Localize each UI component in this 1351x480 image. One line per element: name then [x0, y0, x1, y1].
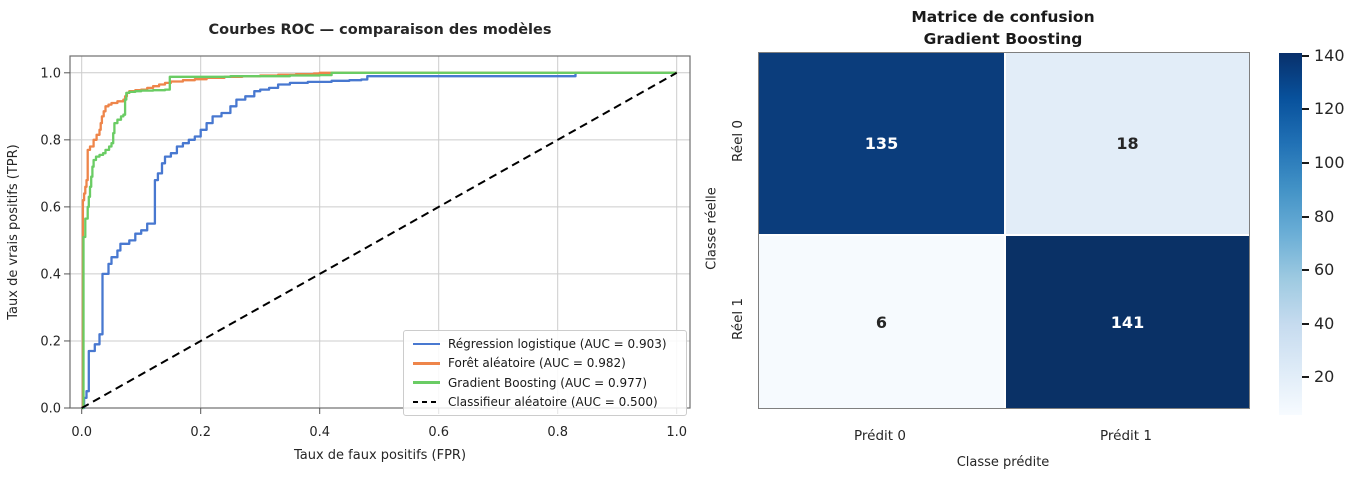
colorbar-tick-label: 20: [1314, 367, 1335, 387]
y-tick-label: 0.4: [40, 267, 61, 282]
legend-line-swatch-dashed-black: [413, 400, 440, 404]
roc-title: Courbes ROC — comparaison des modèles: [208, 22, 551, 38]
colorbar-tick-label: 120: [1314, 99, 1345, 119]
matrix-cell-true0-pred1: 18: [1004, 53, 1249, 234]
legend-line-swatch-orange: [413, 362, 440, 365]
y-tick-label: 0.2: [40, 334, 61, 349]
colorbar-tick-label: 100: [1314, 152, 1345, 172]
colorbar-tick-label: 60: [1314, 260, 1335, 280]
roc-curves: [81, 71, 678, 410]
confusion-matrix: 135 18 6 141: [758, 52, 1250, 409]
legend-item-gradient-boosting: Gradient Boosting (AUC = 0.977): [413, 376, 677, 390]
matrix-cell-true0-pred0: 135: [759, 53, 1004, 234]
legend-item-logistic-regression: Régression logistique (AUC = 0.903): [413, 337, 677, 351]
x-tick-label: 0.4: [309, 425, 330, 440]
confusion-matrix-title-line1: Matrice de confusion: [911, 8, 1095, 26]
col-label-predit-1: Prédit 1: [1100, 428, 1152, 444]
x-tick-label: 0.6: [428, 425, 449, 440]
colorbar-tick-mark: [1302, 322, 1309, 325]
legend-line-swatch-green: [413, 381, 440, 384]
colorbar-tick-mark: [1302, 161, 1309, 164]
matrix-cell-true1-pred0: 6: [759, 234, 1004, 408]
roc-curve: [81, 71, 678, 409]
x-tick-label: 0.8: [547, 425, 568, 440]
legend-item-random-classifier: Classifieur aléatoire (AUC = 0.500): [413, 395, 677, 409]
roc-yaxis-label: Taux de vrais positifs (TPR): [6, 144, 21, 320]
y-tick-label: 1.0: [40, 66, 61, 81]
col-label-predit-0: Prédit 0: [854, 428, 906, 444]
confusion-xaxis-label: Classe prédite: [956, 455, 1050, 470]
x-tick-label: 0.2: [190, 425, 211, 440]
colorbar-tick-mark: [1302, 215, 1309, 218]
colorbar-gradient: [1279, 53, 1302, 415]
x-tick-label: 1.0: [666, 425, 687, 440]
roc-legend: Régression logistique (AUC = 0.903) Forê…: [403, 330, 687, 416]
legend-label: Classifieur aléatoire (AUC = 0.500): [448, 394, 658, 409]
colorbar-tick-label: 140: [1314, 45, 1345, 65]
legend-line-swatch-blue: [413, 342, 440, 346]
row-label-reel-0: Réel 0: [730, 119, 746, 163]
y-tick-label: 0.0: [40, 402, 61, 417]
roc-curve: [81, 71, 677, 410]
colorbar-tick-mark: [1302, 54, 1309, 57]
roc-chart: 0.0 0.2 0.4 0.6 0.8 1.0 0.0 0.2 0.4 0.6 0.8 1.0 Cou…: [6, 22, 691, 463]
colorbar-tick-mark: [1302, 269, 1309, 272]
colorbar-tick-mark: [1302, 108, 1309, 111]
legend-label: Gradient Boosting (AUC = 0.977): [448, 375, 648, 390]
confusion-matrix-title-line2: Gradient Boosting: [923, 30, 1083, 49]
legend-label: Régression logistique (AUC = 0.903): [448, 337, 667, 351]
matrix-cell-true1-pred1: 141: [1004, 234, 1249, 408]
roc-xaxis-label: Taux de faux positifs (FPR): [293, 448, 466, 463]
roc-tick-labels: 0.0 0.2 0.4 0.6 0.8 1.0 0.0 0.2 0.4 0.6 0.8 1.0: [40, 66, 687, 440]
roc-curve: [81, 71, 677, 410]
legend-label: Forêt aléatoire (AUC = 0.982): [448, 356, 626, 371]
y-tick-label: 0.8: [40, 133, 61, 148]
colorbar-tick-label: 80: [1314, 206, 1335, 226]
roc-plot-frame: [69, 55, 691, 409]
legend-item-random-forest: Forêt aléatoire (AUC = 0.982): [413, 356, 677, 370]
confusion-matrix-title: Matrice de confusion Gradient Boosting: [758, 6, 1248, 51]
colorbar-tick-label: 40: [1314, 313, 1335, 333]
y-tick-label: 0.6: [40, 200, 61, 215]
confusion-yaxis-label: Classe réelle: [704, 187, 720, 270]
colorbar-tick-mark: [1302, 376, 1309, 379]
row-label-reel-1: Réel 1: [730, 297, 746, 341]
x-tick-label: 0.0: [71, 425, 92, 440]
